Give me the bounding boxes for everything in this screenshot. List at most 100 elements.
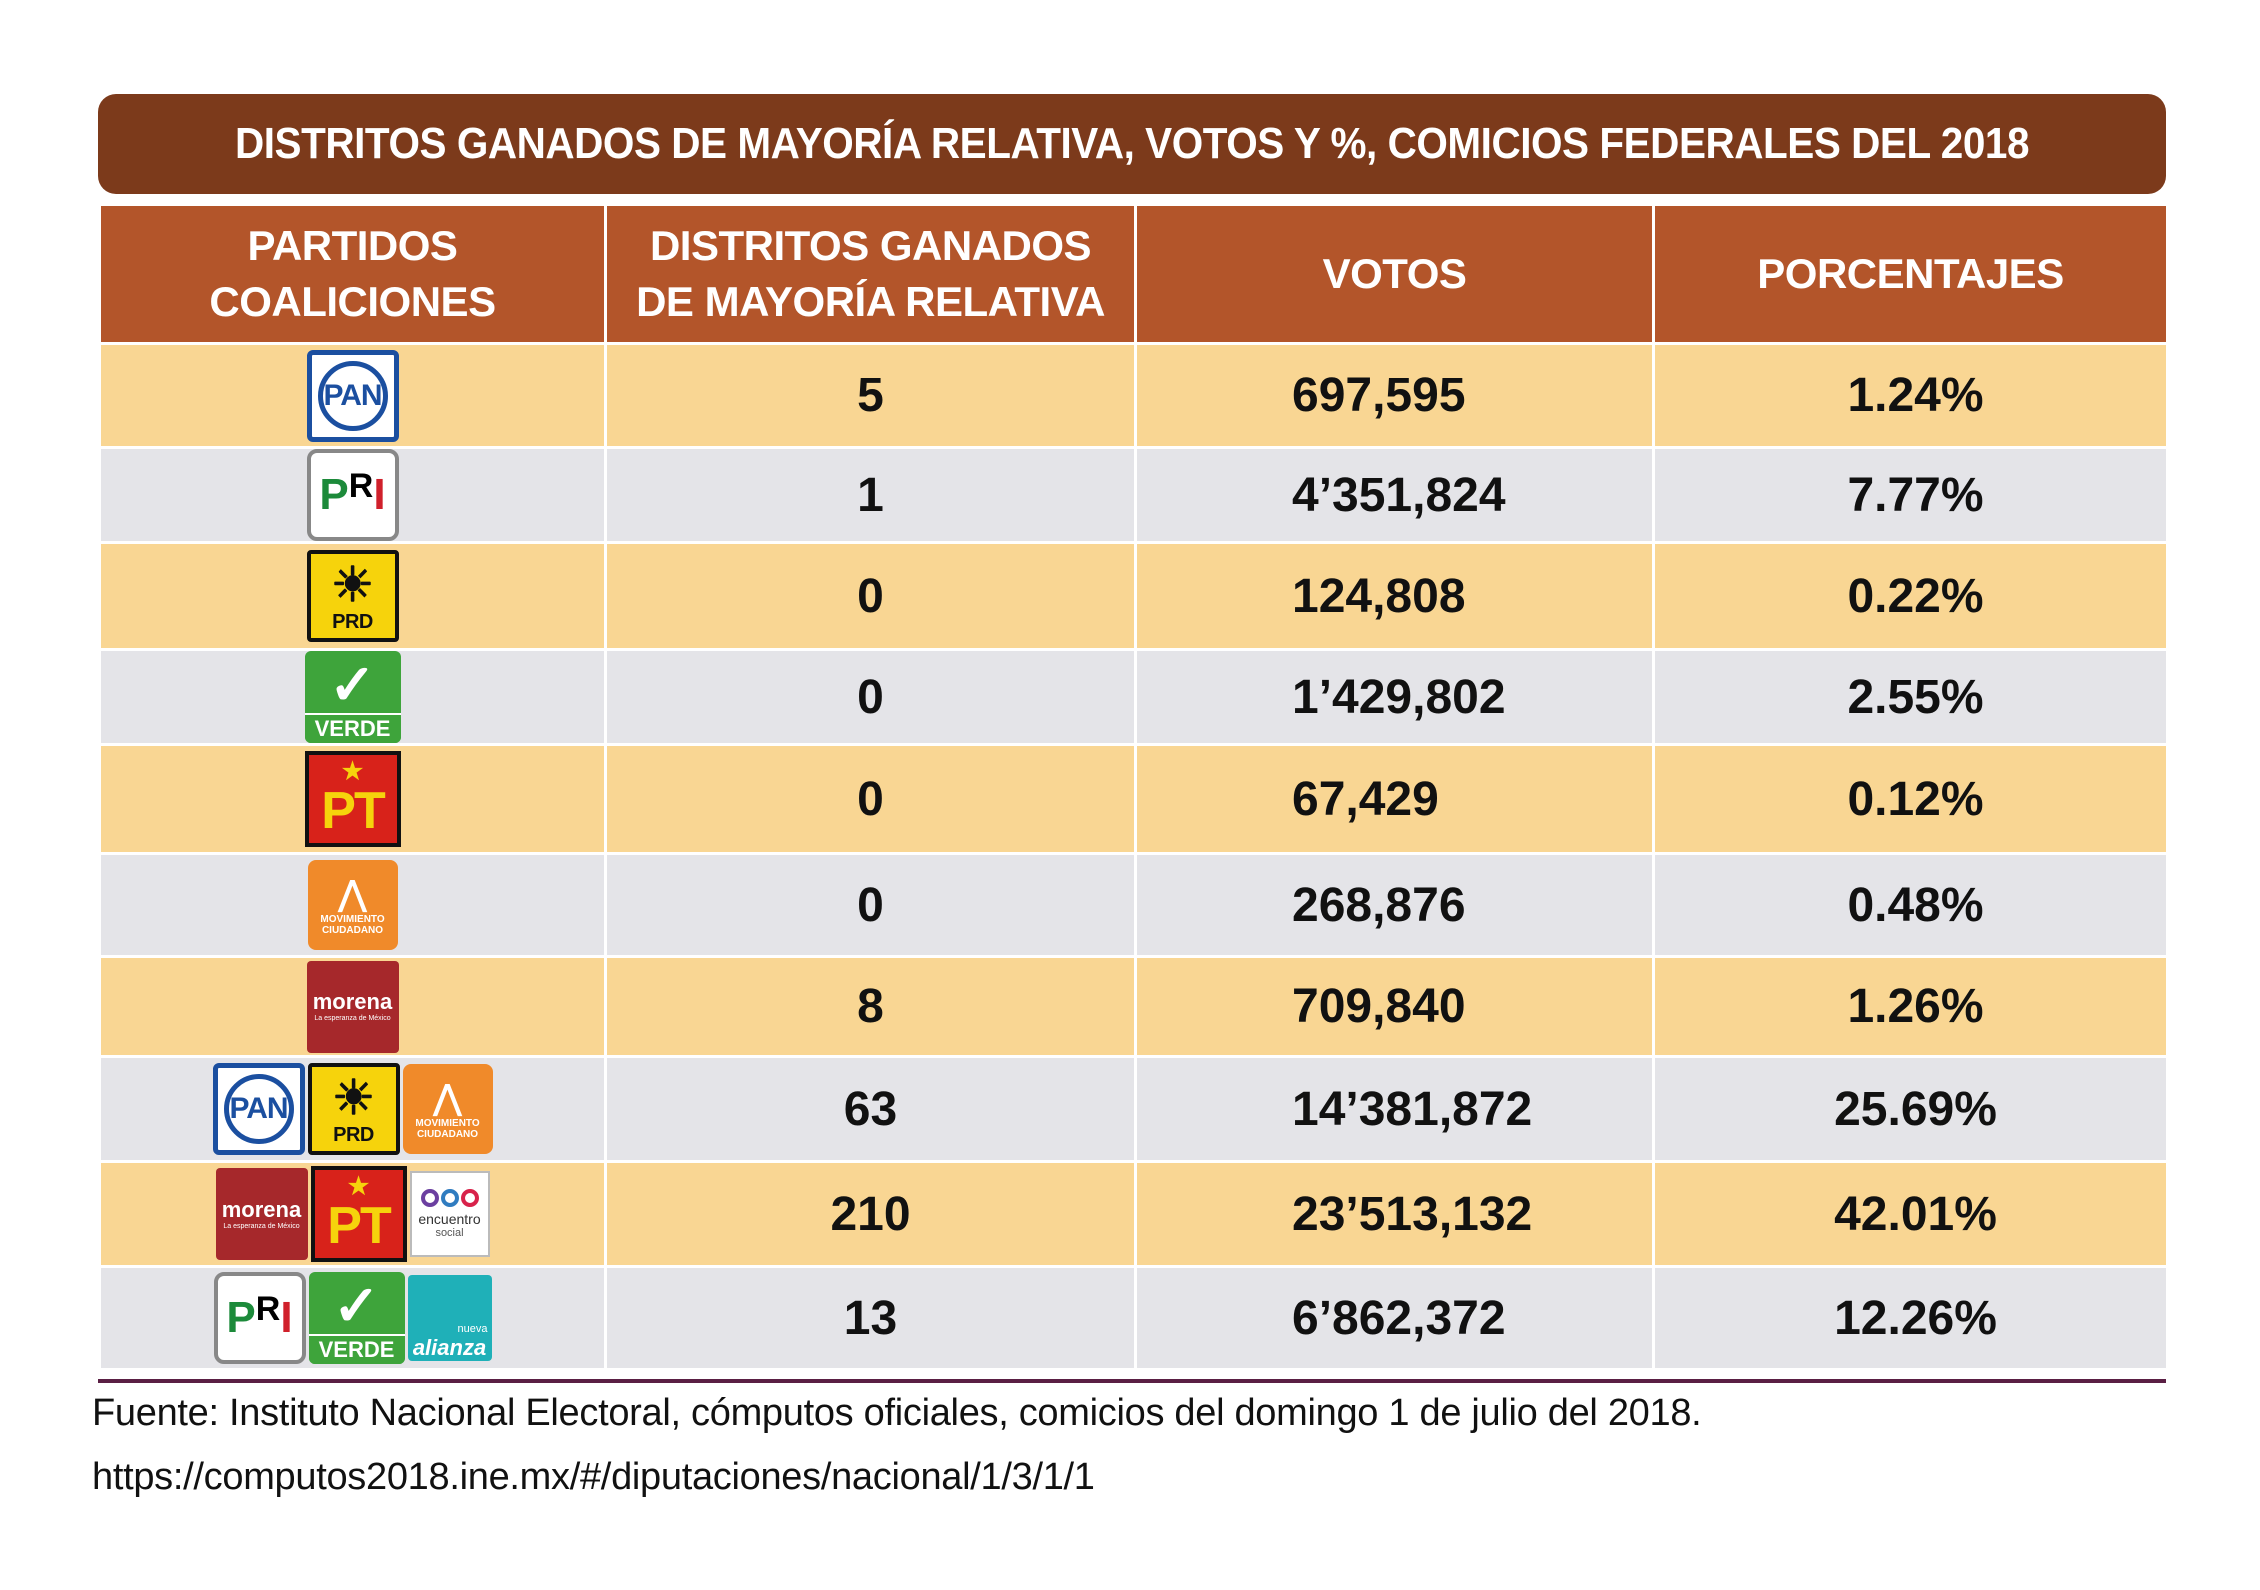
cell-votos: 124,808: [1134, 541, 1655, 651]
cell-votos: 67,429: [1134, 743, 1655, 855]
header-porcentajes: PORCENTAJES: [1652, 203, 2169, 345]
pri-letter: P: [226, 1293, 256, 1342]
cell-partido: ★ PT: [98, 743, 607, 855]
cell-partido: morena La esperanza de México ★ PT encuentro…: [98, 1160, 607, 1268]
sun-icon: ☀: [330, 559, 375, 612]
cell-votos: 14’381,872: [1134, 1055, 1655, 1163]
morena-sub: La esperanza de México: [314, 1015, 391, 1022]
cell-porcentaje: 1.24%: [1652, 342, 2169, 449]
star-icon: ★: [347, 1173, 370, 1200]
header-line: DE MAYORÍA RELATIVA: [636, 278, 1105, 325]
cell-votos: 4’351,824: [1134, 446, 1655, 544]
cell-partido: P R I ✓ VERDE nueva alianza: [98, 1265, 607, 1371]
encuentro-social-logo: encuentro social: [409, 1171, 490, 1257]
cell-porcentaje: 25.69%: [1652, 1055, 2169, 1163]
cell-distritos: 1: [604, 446, 1137, 544]
cell-distritos: 210: [604, 1160, 1137, 1268]
cell-porcentaje: 42.01%: [1652, 1160, 2169, 1268]
morena-logo: morena La esperanza de México: [306, 960, 399, 1053]
porcentaje-value: 1.26%: [1847, 980, 1984, 1033]
table-row: ☀ PRD 0 124,808 0.22%: [98, 541, 2169, 651]
pri-letter: P: [319, 470, 349, 519]
cell-partido: ✓ VERDE: [98, 648, 607, 746]
cell-distritos: 0: [604, 743, 1137, 855]
source-url: https://computos2018.ine.mx/#/diputacion…: [92, 1456, 1095, 1498]
votos-value: 67,429: [1292, 772, 1439, 826]
pt-label: PT: [327, 1197, 391, 1255]
nueva-alianza-logo: nueva alianza: [407, 1275, 492, 1361]
morena-label: morena: [221, 1196, 302, 1222]
cell-distritos: 63: [604, 1055, 1137, 1163]
cell-distritos: 13: [604, 1265, 1137, 1371]
cell-votos: 709,840: [1134, 955, 1655, 1058]
cell-votos: 6’862,372: [1134, 1265, 1655, 1371]
table-row: ⋀ MOVIMIENTO CIUDADANO 0 268,876 0.48%: [98, 852, 2169, 958]
porcentaje-value: 7.77%: [1847, 468, 1984, 522]
logo-group: ☀ PRD: [101, 550, 604, 642]
cell-porcentaje: 0.48%: [1652, 852, 2169, 958]
porcentaje-value: 2.55%: [1847, 670, 1984, 724]
cell-distritos: 5: [604, 342, 1137, 449]
pt-label: PT: [321, 782, 385, 840]
logo-group: PAN ☀ PRD ⋀ MOVIMIENTO CIUDADANO: [101, 1063, 604, 1155]
verde-label: VERDE: [308, 1334, 405, 1364]
header-distritos: DISTRITOS GANADOS DE MAYORÍA RELATIVA: [604, 203, 1137, 345]
pt-logo: ★ PT: [310, 1166, 407, 1262]
table-header-row: PARTIDOS COALICIONES DISTRITOS GANADOS D…: [98, 203, 2169, 345]
table-row: P R I 1 4’351,824 7.77%: [98, 446, 2169, 544]
pan-ring: PAN: [317, 360, 388, 431]
prd-logo: ☀ PRD: [307, 1063, 400, 1155]
pri-letter: R: [255, 1289, 281, 1328]
cell-votos: 1’429,802: [1134, 648, 1655, 746]
header-line: COALICIONES: [209, 278, 496, 325]
sun-icon: ☀: [331, 1072, 376, 1125]
eagle-icon: ⋀: [433, 1079, 462, 1117]
porcentaje-value: 0.12%: [1847, 772, 1984, 826]
cell-partido: morena La esperanza de México: [98, 955, 607, 1058]
header-line: DISTRITOS GANADOS: [649, 222, 1092, 269]
prd-logo: ☀ PRD: [306, 550, 399, 642]
pan-logo: PAN: [306, 349, 399, 442]
cell-porcentaje: 1.26%: [1652, 955, 2169, 1058]
es-dots-icon: [420, 1189, 479, 1207]
cell-partido: ☀ PRD: [98, 541, 607, 651]
logo-group: P R I ✓ VERDE nueva alianza: [101, 1272, 604, 1364]
votos-value: 697,595: [1292, 369, 1466, 422]
morena-label: morena: [312, 989, 393, 1014]
cell-distritos: 0: [604, 852, 1137, 958]
cell-porcentaje: 0.22%: [1652, 541, 2169, 651]
pt-logo: ★ PT: [304, 751, 401, 847]
movimiento-ciudadano-logo: ⋀ MOVIMIENTO CIUDADANO: [307, 860, 398, 950]
porcentaje-value: 42.01%: [1834, 1187, 1997, 1241]
morena-logo: morena La esperanza de México: [215, 1168, 308, 1260]
logo-group: morena La esperanza de México ★ PT encuentro…: [101, 1166, 604, 1262]
checkmark-icon: ✓: [333, 1274, 380, 1337]
mc-line: CIUDADANO: [416, 1129, 479, 1140]
title-bar: DISTRITOS GANADOS DE MAYORÍA RELATIVA, V…: [98, 94, 2166, 194]
star-icon: ★: [341, 758, 364, 785]
votos-value: 23’513,132: [1292, 1187, 1533, 1241]
es-label: encuentro: [418, 1211, 481, 1227]
logo-group: ★ PT: [101, 751, 604, 847]
header-votos: VOTOS: [1134, 203, 1655, 345]
table-row: PAN 5 697,595 1.24%: [98, 342, 2169, 449]
pan-logo: PAN: [212, 1063, 305, 1155]
logo-group: ✓ VERDE: [101, 651, 604, 743]
header-partidos: PARTIDOS COALICIONES: [98, 203, 607, 345]
pri-letter: I: [280, 1293, 293, 1342]
porcentaje-value: 12.26%: [1834, 1291, 1997, 1345]
porcentaje-value: 25.69%: [1834, 1082, 1997, 1136]
cell-partido: PAN: [98, 342, 607, 449]
table-row: morena La esperanza de México ★ PT encuentro…: [98, 1160, 2169, 1268]
es-dot: [420, 1189, 439, 1207]
header-line: PARTIDOS: [247, 222, 458, 269]
table-row: ★ PT 0 67,429 0.12%: [98, 743, 2169, 855]
movimiento-ciudadano-logo: ⋀ MOVIMIENTO CIUDADANO: [402, 1064, 493, 1154]
eagle-icon: ⋀: [338, 875, 367, 913]
na-sub: nueva: [457, 1323, 488, 1335]
source-text: Fuente: Instituto Nacional Electoral, có…: [92, 1392, 1702, 1434]
